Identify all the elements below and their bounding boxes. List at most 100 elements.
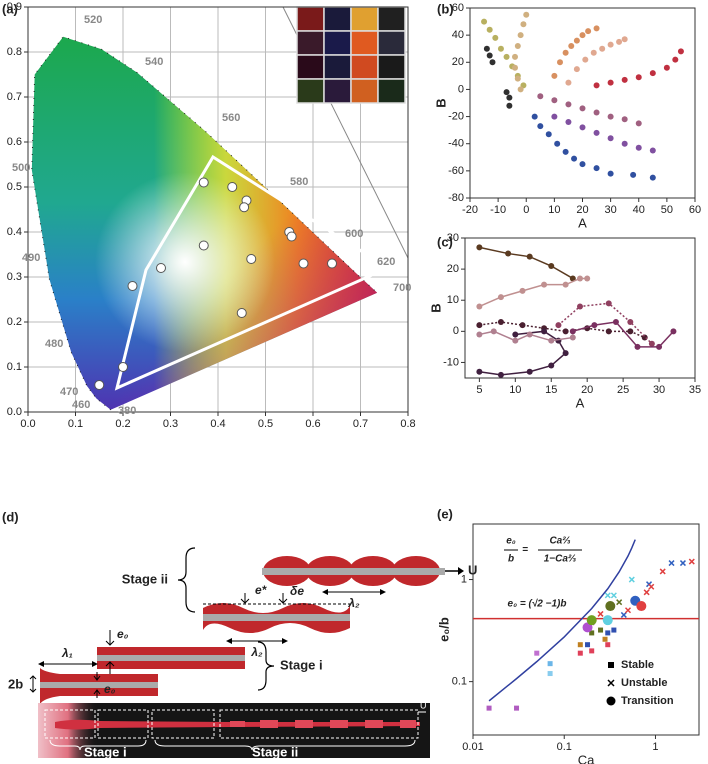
y-tick-label: -20 [448, 110, 464, 122]
point [246, 254, 257, 264]
cross-stroke [607, 679, 615, 687]
plot-frame [27, 6, 409, 413]
y-tick-label: -40 [448, 138, 464, 150]
point [497, 294, 504, 301]
cross-stroke [597, 610, 604, 617]
series-line [479, 246, 574, 280]
point [607, 79, 614, 86]
point [562, 328, 569, 335]
point [672, 56, 679, 63]
plot-frame [472, 523, 700, 736]
point [497, 45, 504, 52]
panel-label: (b) [437, 1, 454, 16]
point [585, 642, 591, 648]
point [648, 583, 655, 590]
y-tick-label: 20 [447, 263, 459, 275]
point [635, 74, 642, 81]
y-axis-label: e₀/b [436, 617, 451, 642]
stage-label: Stage i [280, 657, 323, 672]
y-tick-label: -10 [443, 356, 459, 368]
point [649, 147, 656, 154]
series-line [479, 277, 588, 308]
wavelength-label: 620 [377, 256, 395, 268]
point [198, 240, 209, 251]
point [635, 144, 642, 151]
point [512, 53, 518, 60]
legend-label: Transition [621, 695, 674, 707]
point [298, 258, 309, 269]
y-tick-label: 0.4 [7, 226, 22, 238]
point [586, 615, 597, 626]
x-tick-label: 0.4 [210, 418, 225, 430]
point [621, 140, 628, 147]
point [610, 592, 617, 599]
point [512, 331, 519, 338]
y-tick-label: -80 [448, 192, 464, 204]
point [635, 120, 642, 127]
y-tick-label: 0.5 [7, 181, 22, 193]
x-tick-label: 5 [476, 384, 482, 396]
point [548, 362, 555, 369]
point [526, 368, 533, 375]
point [476, 331, 483, 338]
point [593, 25, 600, 32]
y-tick-label: 0.8 [7, 46, 22, 58]
point [571, 155, 578, 162]
point [679, 560, 686, 567]
y-tick-label: 0.3 [7, 271, 22, 283]
radius-label: 2b [8, 676, 23, 691]
point [557, 59, 563, 66]
point [514, 43, 521, 49]
point [198, 177, 209, 188]
point [514, 75, 521, 82]
point [514, 705, 520, 711]
point [548, 263, 555, 269]
point [605, 642, 611, 648]
point [611, 627, 617, 633]
point [636, 601, 647, 612]
y-tick-label: 40 [452, 29, 464, 41]
point [590, 49, 597, 56]
point [577, 642, 583, 648]
point [547, 661, 553, 667]
point [607, 113, 614, 120]
point [551, 113, 558, 120]
point [621, 76, 628, 83]
stage-diagram: U λ₂ Stage ii e* δe λ₂ e₀ λ₁ 2b e₀ Stage… [8, 547, 477, 704]
point [548, 337, 555, 344]
point [593, 165, 600, 172]
point [562, 148, 569, 155]
panel-label: (e) [437, 506, 453, 521]
point [569, 334, 576, 341]
point [227, 182, 238, 192]
y-tick-label: 10 [447, 294, 459, 306]
point [602, 615, 613, 626]
cross-stroke [620, 611, 627, 618]
point [481, 18, 488, 25]
point [562, 350, 569, 357]
point [562, 281, 569, 288]
point [584, 275, 591, 282]
thickness-label: e₀ [117, 627, 129, 641]
stage-label: Stage ii [122, 571, 168, 586]
x-tick-label: 0.8 [400, 418, 415, 430]
point [569, 275, 576, 282]
x-tick-label: -10 [490, 204, 506, 216]
point [612, 319, 619, 325]
point [643, 589, 650, 596]
locus-ticks [31, 36, 378, 411]
legend-marker [608, 662, 614, 668]
point [476, 368, 483, 375]
legend-marker [607, 679, 615, 687]
photo: Stage i Stage ii U [38, 700, 430, 759]
y-axis-label: B [428, 303, 443, 312]
point [551, 72, 558, 79]
point [239, 202, 250, 213]
panel-label: (c) [437, 234, 453, 249]
point [512, 64, 518, 71]
y-tick-label: 0 [458, 83, 464, 95]
point [648, 340, 655, 347]
series-line [572, 321, 674, 348]
cie-diagram [31, 6, 409, 411]
